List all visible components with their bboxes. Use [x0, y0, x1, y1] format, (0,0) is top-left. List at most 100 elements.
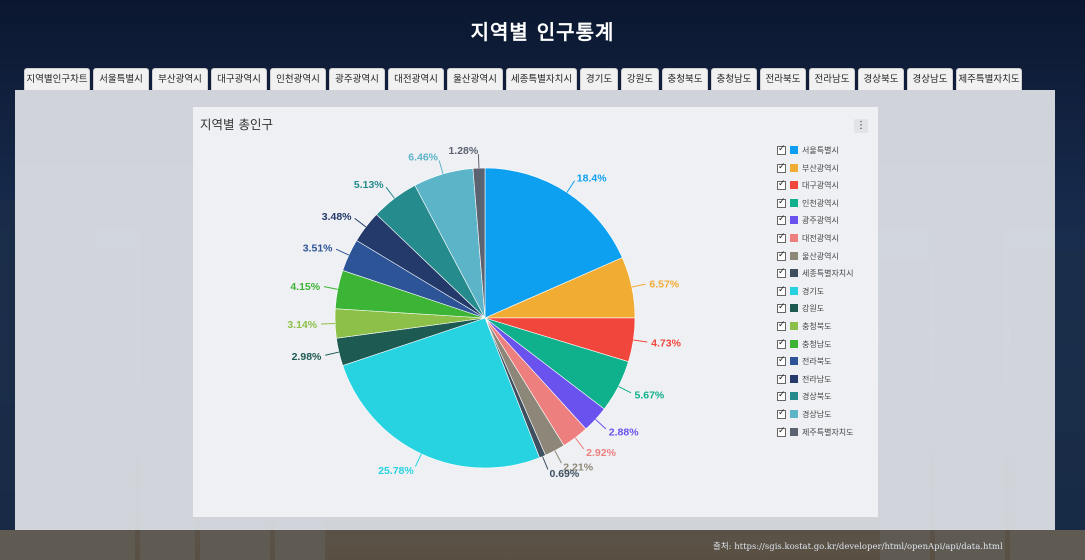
legend-swatch: [790, 181, 798, 190]
legend-checkbox[interactable]: [777, 214, 786, 226]
legend-label: 경상북도: [802, 392, 832, 402]
pie-leader-16: [477, 154, 480, 169]
tab-8[interactable]: 세종특별자치시: [506, 68, 577, 90]
pie-label-13: 3.48%: [322, 211, 352, 223]
pie-label-7: 0.69%: [549, 468, 579, 480]
legend-swatch: [790, 146, 798, 154]
tab-14[interactable]: 전라남도: [809, 68, 855, 90]
legend-label: 전라남도: [802, 374, 832, 384]
legend-label: 부산광역시: [802, 163, 839, 173]
tab-17[interactable]: 제주특별자치도: [956, 68, 1022, 90]
pie-leader-4: [595, 419, 607, 430]
legend-label: 충청남도: [802, 339, 832, 349]
legend-swatch: [790, 410, 798, 418]
tab-11[interactable]: 충청북도: [662, 68, 708, 90]
legend-swatch: [790, 198, 798, 207]
legend-checkbox[interactable]: [777, 179, 786, 191]
pie-label-3: 5.67%: [634, 390, 664, 402]
tab-13[interactable]: 전라북도: [760, 68, 806, 90]
legend-label: 제주특별자치도: [802, 427, 854, 437]
legend-swatch: [790, 339, 798, 348]
pie-label-2: 4.73%: [651, 338, 681, 350]
legend-checkbox[interactable]: [777, 144, 786, 155]
pie-label-5: 2.92%: [586, 447, 616, 459]
pie-label-4: 2.88%: [609, 427, 639, 439]
legend-checkbox[interactable]: [777, 373, 786, 384]
tab-1[interactable]: 서울특별시: [93, 68, 149, 90]
pie-leader-10: [321, 323, 336, 325]
legend-checkbox[interactable]: [777, 338, 786, 349]
legend-label: 대구광역시: [802, 181, 839, 191]
legend-swatch: [790, 269, 798, 278]
source-footer: 출처: https://sgis.kostat.go.kr/developer/…: [713, 542, 1003, 552]
legend-label: 경상남도: [802, 410, 832, 419]
pie-label-15: 6.46%: [408, 152, 438, 164]
legend-swatch: [790, 357, 798, 366]
tab-3[interactable]: 대구광역시: [211, 68, 267, 90]
tab-5[interactable]: 광주광역시: [329, 68, 385, 90]
legend-swatch: [790, 234, 798, 242]
pie-slice-0[interactable]: [484, 167, 623, 319]
pie-leader-14: [385, 186, 395, 199]
pie-label-9: 2.98%: [292, 351, 322, 363]
pie-label-12: 3.51%: [303, 243, 333, 255]
pie-leader-5: [574, 437, 585, 450]
legend-swatch: [790, 286, 798, 295]
legend-label: 서울특별시: [802, 146, 839, 155]
legend-swatch: [790, 216, 798, 225]
pie-leader-6: [554, 450, 562, 464]
legend-checkbox[interactable]: [777, 197, 786, 208]
legend-checkbox[interactable]: [777, 390, 786, 402]
legend-checkbox[interactable]: [777, 267, 786, 279]
pie-label-14: 5.13%: [354, 179, 384, 191]
legend-label: 충청북도: [802, 322, 832, 331]
legend-swatch: [790, 322, 798, 330]
legend-checkbox[interactable]: [777, 426, 786, 437]
tab-12[interactable]: 충청남도: [711, 68, 757, 90]
tab-7[interactable]: 울산광역시: [447, 68, 503, 90]
pie-label-10: 3.14%: [287, 319, 317, 331]
legend-swatch: [790, 392, 798, 401]
legend-checkbox[interactable]: [777, 162, 786, 173]
tab-9[interactable]: 경기도: [580, 68, 618, 90]
legend-checkbox[interactable]: [777, 355, 786, 367]
pie-label-16: 1.28%: [448, 145, 478, 157]
tab-6[interactable]: 대전광역시: [388, 68, 444, 90]
legend-swatch: [790, 427, 798, 436]
legend-swatch: [790, 304, 798, 313]
legend-label: 경기도: [802, 286, 825, 296]
legend-label: 세종특별자치시: [802, 269, 854, 279]
pie-label-11: 4.15%: [290, 281, 320, 293]
legend-checkbox[interactable]: [777, 408, 786, 419]
pie-leader-8: [414, 453, 422, 467]
pie-leader-7: [542, 456, 549, 470]
tab-15[interactable]: 경상북도: [858, 68, 904, 90]
legend-label: 대전광역시: [802, 234, 839, 243]
pie-slice-8[interactable]: [342, 317, 540, 469]
pie-leader-1: [631, 283, 646, 288]
tab-4[interactable]: 인천광역시: [270, 68, 326, 90]
tab-10[interactable]: 강원도: [621, 68, 659, 90]
pie-leader-11: [323, 286, 338, 290]
pie-leader-12: [335, 248, 350, 256]
legend-label: 광주광역시: [802, 216, 839, 226]
tab-0[interactable]: 지역별인구차트: [24, 68, 90, 90]
page-title: 지역별 인구통계: [470, 20, 615, 44]
pie-leader-2: [633, 339, 648, 343]
pie-label-6: 2.21%: [563, 462, 593, 474]
legend-checkbox[interactable]: [777, 320, 786, 331]
legend-swatch: [790, 374, 798, 383]
legend-checkbox[interactable]: [777, 232, 786, 243]
legend-checkbox[interactable]: [777, 250, 786, 261]
pie-label-8: 25.78%: [378, 465, 414, 477]
chart-menu-button[interactable]: ⋮: [854, 119, 868, 133]
chart-title: 지역별 총인구: [200, 117, 273, 132]
tab-2[interactable]: 부산광역시: [152, 68, 208, 90]
legend-label: 강원도: [802, 304, 825, 314]
legend-label: 인천광역시: [802, 198, 839, 208]
pie-leader-0: [566, 180, 576, 193]
legend-checkbox[interactable]: [777, 285, 786, 296]
legend-checkbox[interactable]: [777, 302, 786, 314]
tab-16[interactable]: 경상남도: [907, 68, 953, 90]
